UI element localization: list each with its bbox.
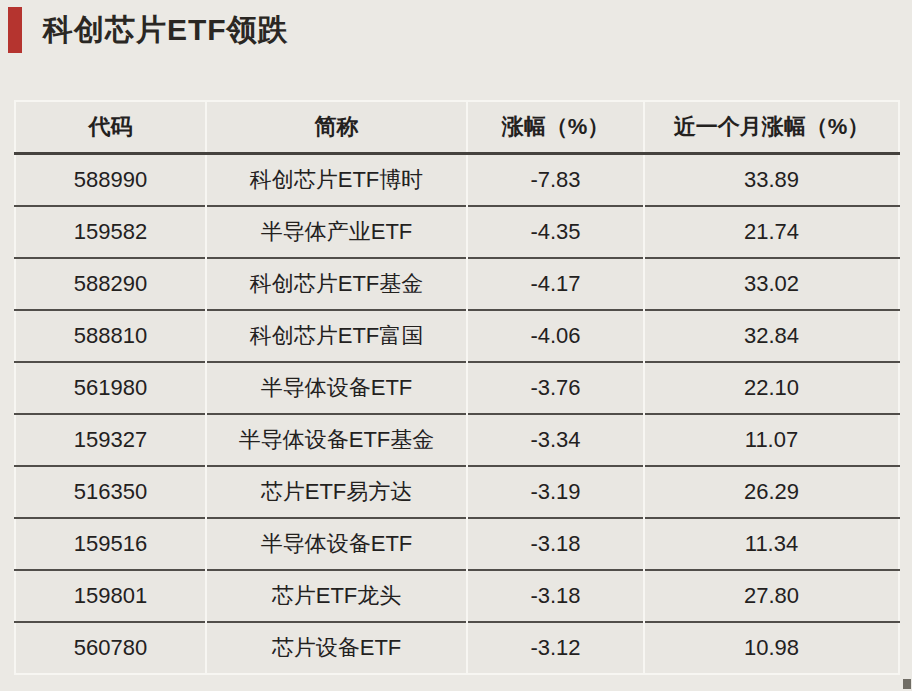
cell-code: 159582	[15, 206, 206, 258]
cell-month-change-pct: 33.89	[644, 154, 899, 207]
table-row: 561980 半导体设备ETF -3.76 22.10	[15, 362, 899, 414]
cell-code: 560780	[15, 622, 206, 674]
table-row: 516350 芯片ETF易方达 -3.19 26.29	[15, 466, 899, 518]
column-header-month-change-pct: 近一个月涨幅（%）	[644, 101, 899, 154]
etf-table-body: 588990 科创芯片ETF博时 -7.83 33.89 159582 半导体产…	[15, 154, 899, 675]
cell-month-change-pct: 10.98	[644, 622, 899, 674]
cell-name: 科创芯片ETF博时	[206, 154, 467, 207]
cell-name: 半导体设备ETF	[206, 518, 467, 570]
cell-change-pct: -3.18	[467, 518, 644, 570]
cell-name: 芯片ETF易方达	[206, 466, 467, 518]
column-header-code: 代码	[15, 101, 206, 154]
cell-month-change-pct: 32.84	[644, 310, 899, 362]
etf-table-head: 代码 简称 涨幅（%） 近一个月涨幅（%）	[15, 101, 899, 154]
table-row: 159327 半导体设备ETF基金 -3.34 11.07	[15, 414, 899, 466]
cell-code: 561980	[15, 362, 206, 414]
cell-month-change-pct: 22.10	[644, 362, 899, 414]
header-row: 代码 简称 涨幅（%） 近一个月涨幅（%）	[15, 101, 899, 154]
title-accent-bar	[8, 7, 22, 53]
cell-month-change-pct: 11.07	[644, 414, 899, 466]
cell-change-pct: -3.34	[467, 414, 644, 466]
cell-change-pct: -3.18	[467, 570, 644, 622]
cell-name: 芯片设备ETF	[206, 622, 467, 674]
cell-change-pct: -3.19	[467, 466, 644, 518]
cell-code: 588990	[15, 154, 206, 207]
etf-table: 代码 简称 涨幅（%） 近一个月涨幅（%） 588990 科创芯片ETF博时 -…	[14, 100, 900, 675]
page: { "colors": { "background": "#ebe9e4", "…	[0, 0, 912, 691]
cell-code: 516350	[15, 466, 206, 518]
cell-name: 科创芯片ETF基金	[206, 258, 467, 310]
cell-month-change-pct: 21.74	[644, 206, 899, 258]
table-row: 588810 科创芯片ETF富国 -4.06 32.84	[15, 310, 899, 362]
table-row: 588990 科创芯片ETF博时 -7.83 33.89	[15, 154, 899, 207]
cell-code: 159801	[15, 570, 206, 622]
table-row: 159516 半导体设备ETF -3.18 11.34	[15, 518, 899, 570]
section-title-row: 科创芯片ETF领跌	[8, 7, 289, 53]
cell-change-pct: -7.83	[467, 154, 644, 207]
cell-code: 159327	[15, 414, 206, 466]
cell-name: 芯片ETF龙头	[206, 570, 467, 622]
column-header-name: 简称	[206, 101, 467, 154]
cell-change-pct: -4.06	[467, 310, 644, 362]
cell-name: 半导体设备ETF	[206, 362, 467, 414]
cell-change-pct: -4.35	[467, 206, 644, 258]
cell-name: 半导体设备ETF基金	[206, 414, 467, 466]
cell-code: 588810	[15, 310, 206, 362]
cell-month-change-pct: 33.02	[644, 258, 899, 310]
cell-month-change-pct: 11.34	[644, 518, 899, 570]
cell-name: 半导体产业ETF	[206, 206, 467, 258]
corner-artifact	[903, 679, 911, 689]
table-row: 560780 芯片设备ETF -3.12 10.98	[15, 622, 899, 674]
cell-code: 159516	[15, 518, 206, 570]
cell-code: 588290	[15, 258, 206, 310]
table-row: 159801 芯片ETF龙头 -3.18 27.80	[15, 570, 899, 622]
cell-month-change-pct: 26.29	[644, 466, 899, 518]
table-row: 588290 科创芯片ETF基金 -4.17 33.02	[15, 258, 899, 310]
cell-change-pct: -3.12	[467, 622, 644, 674]
table-row: 159582 半导体产业ETF -4.35 21.74	[15, 206, 899, 258]
column-header-change-pct: 涨幅（%）	[467, 101, 644, 154]
cell-change-pct: -3.76	[467, 362, 644, 414]
cell-month-change-pct: 27.80	[644, 570, 899, 622]
cell-change-pct: -4.17	[467, 258, 644, 310]
cell-name: 科创芯片ETF富国	[206, 310, 467, 362]
section-title: 科创芯片ETF领跌	[43, 10, 289, 51]
